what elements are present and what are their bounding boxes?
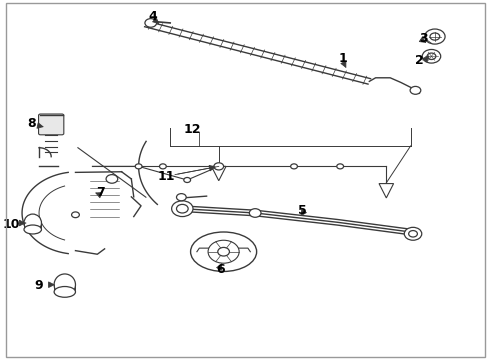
Circle shape bbox=[213, 163, 223, 170]
Polygon shape bbox=[378, 184, 393, 198]
FancyBboxPatch shape bbox=[39, 114, 64, 135]
Circle shape bbox=[176, 204, 188, 213]
Circle shape bbox=[71, 212, 79, 218]
Circle shape bbox=[207, 240, 239, 263]
Circle shape bbox=[144, 19, 156, 27]
Circle shape bbox=[426, 53, 435, 59]
Text: 3: 3 bbox=[418, 32, 427, 45]
Polygon shape bbox=[211, 166, 225, 181]
Ellipse shape bbox=[24, 225, 41, 234]
Circle shape bbox=[159, 164, 166, 169]
Text: 7: 7 bbox=[96, 186, 105, 199]
Circle shape bbox=[404, 227, 421, 240]
Circle shape bbox=[171, 201, 193, 217]
Text: 8: 8 bbox=[27, 117, 36, 130]
Circle shape bbox=[409, 86, 420, 94]
Circle shape bbox=[290, 164, 297, 169]
Text: 6: 6 bbox=[216, 263, 224, 276]
Circle shape bbox=[249, 209, 261, 217]
Circle shape bbox=[183, 177, 190, 183]
Circle shape bbox=[424, 29, 444, 44]
Text: 11: 11 bbox=[158, 170, 175, 183]
Circle shape bbox=[422, 49, 440, 63]
Ellipse shape bbox=[24, 214, 41, 232]
Text: 4: 4 bbox=[148, 10, 157, 23]
Text: 1: 1 bbox=[338, 51, 346, 64]
Circle shape bbox=[215, 164, 222, 169]
Circle shape bbox=[217, 247, 229, 256]
Text: 9: 9 bbox=[35, 279, 43, 292]
Circle shape bbox=[429, 33, 439, 40]
Text: 12: 12 bbox=[183, 123, 201, 136]
Text: 10: 10 bbox=[2, 218, 20, 231]
Circle shape bbox=[106, 175, 118, 183]
Text: 2: 2 bbox=[414, 54, 423, 67]
Circle shape bbox=[176, 194, 186, 201]
Text: 5: 5 bbox=[298, 204, 306, 217]
Circle shape bbox=[135, 164, 142, 169]
Circle shape bbox=[336, 164, 343, 169]
Ellipse shape bbox=[54, 287, 75, 297]
Ellipse shape bbox=[190, 232, 256, 271]
Circle shape bbox=[408, 230, 417, 237]
Ellipse shape bbox=[54, 274, 75, 296]
